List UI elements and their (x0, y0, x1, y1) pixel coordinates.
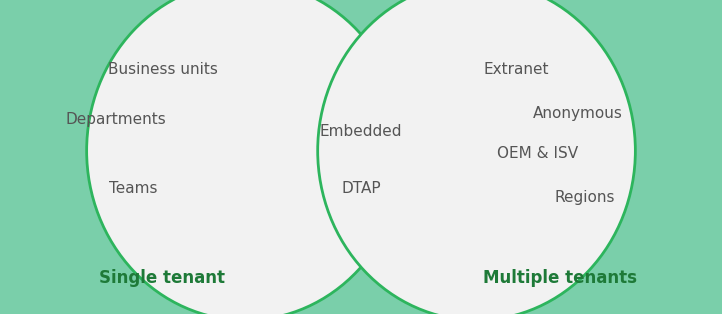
Text: Extranet: Extranet (484, 62, 549, 77)
Text: DTAP: DTAP (342, 181, 380, 196)
Ellipse shape (318, 0, 635, 314)
Ellipse shape (87, 0, 404, 314)
Text: Regions: Regions (554, 190, 615, 205)
Text: Embedded: Embedded (320, 124, 402, 139)
Text: OEM & ISV: OEM & ISV (497, 146, 578, 161)
Text: Anonymous: Anonymous (533, 106, 622, 121)
Text: Multiple tenants: Multiple tenants (482, 269, 637, 287)
Text: Teams: Teams (109, 181, 158, 196)
Text: Single tenant: Single tenant (100, 269, 225, 287)
Text: Departments: Departments (65, 112, 166, 127)
Text: Business units: Business units (108, 62, 217, 77)
